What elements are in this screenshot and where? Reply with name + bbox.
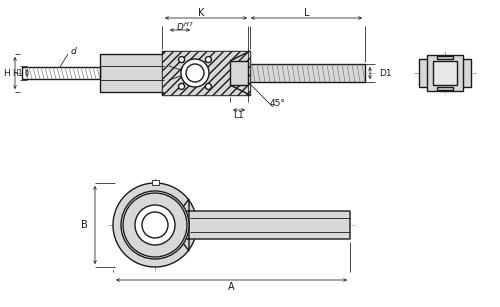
- Text: 45°: 45°: [270, 99, 286, 108]
- Bar: [433, 61, 457, 85]
- Text: d: d: [70, 46, 76, 56]
- Text: B: B: [81, 220, 88, 230]
- Bar: [152, 180, 159, 185]
- Bar: [248, 64, 365, 82]
- Text: L: L: [304, 8, 309, 18]
- Circle shape: [178, 84, 184, 89]
- Text: L1: L1: [234, 111, 244, 121]
- Circle shape: [206, 56, 212, 63]
- Circle shape: [135, 205, 175, 245]
- Bar: [427, 55, 463, 91]
- Text: $D^{H7}$: $D^{H7}$: [176, 21, 194, 33]
- Text: K: K: [198, 8, 204, 18]
- Bar: [437, 87, 453, 90]
- Bar: [419, 59, 471, 87]
- Circle shape: [181, 59, 209, 87]
- Polygon shape: [180, 199, 350, 251]
- Bar: [162, 51, 250, 95]
- Circle shape: [142, 212, 168, 238]
- Circle shape: [206, 84, 212, 89]
- Bar: [230, 61, 248, 85]
- Text: H: H: [4, 68, 10, 77]
- Bar: [100, 54, 164, 92]
- Circle shape: [121, 191, 189, 259]
- Circle shape: [113, 183, 197, 267]
- Bar: [437, 56, 453, 59]
- Text: H1: H1: [12, 68, 23, 77]
- Circle shape: [186, 64, 204, 82]
- Bar: [162, 51, 250, 95]
- Text: A: A: [228, 282, 235, 292]
- Circle shape: [178, 56, 184, 63]
- Text: D1: D1: [379, 68, 392, 77]
- Bar: [22, 67, 100, 79]
- Circle shape: [123, 193, 187, 257]
